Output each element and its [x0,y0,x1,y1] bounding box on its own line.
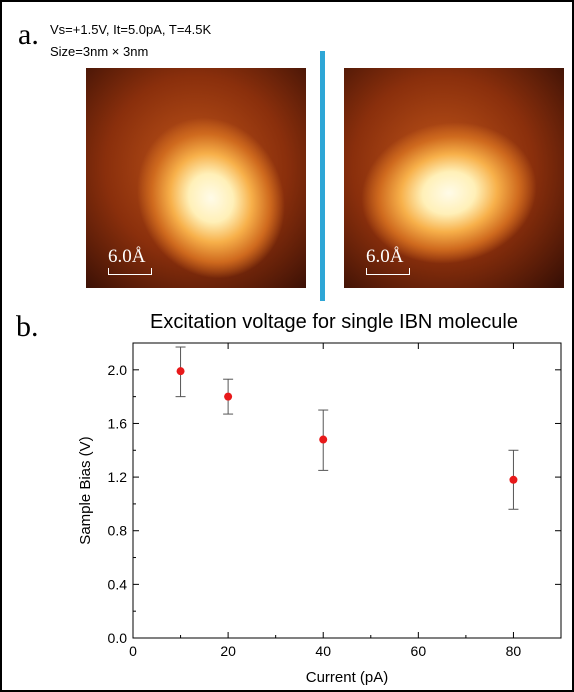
scale-bar-right [366,268,410,275]
scale-label-right: 6.0Å [366,246,404,267]
stm-image-right: 6.0Å [344,68,564,288]
x-tick-label: 80 [506,643,522,659]
stm-image-right-graphic [344,68,564,288]
panel-divider [320,51,325,301]
scale-label-left: 6.0Å [108,246,146,267]
x-tick-label: 0 [129,643,137,659]
x-axis: 0 20 40 60 80 [129,343,521,659]
plot-frame [132,342,562,639]
data-point [224,392,233,401]
x-tick-label: 60 [411,643,427,659]
panel-b-label: b. [16,310,39,343]
x-tick-label: 20 [220,643,236,659]
panel-a-label: a. [18,18,39,51]
y-axis: 0.0 0.4 0.8 1.2 1.6 2.0 [108,362,561,646]
y-tick-label: 0.8 [108,523,128,539]
y-tick-label: 1.6 [108,415,128,431]
y-axis-label: Sample Bias (V) [77,436,94,544]
data-point [176,367,185,376]
data-point [509,475,518,484]
y-tick-label: 2.0 [108,362,128,378]
scan-conditions: Vs=+1.5V, It=5.0pA, T=4.5K [50,22,212,37]
y-tick-label: 1.2 [108,469,128,485]
scale-bar-left [108,268,152,275]
x-axis-label: Current (pA) [306,669,389,686]
y-tick-label: 0.0 [108,630,128,646]
data-series [175,346,519,510]
y-tick-label: 0.4 [108,576,128,592]
scan-size: Size=3nm × 3nm [50,44,149,59]
x-tick-label: 40 [315,643,331,659]
stm-image-left-graphic [86,68,306,288]
chart-title: Excitation voltage for single IBN molecu… [150,311,518,333]
data-point [319,435,328,444]
stm-image-left: 6.0Å [86,68,306,288]
